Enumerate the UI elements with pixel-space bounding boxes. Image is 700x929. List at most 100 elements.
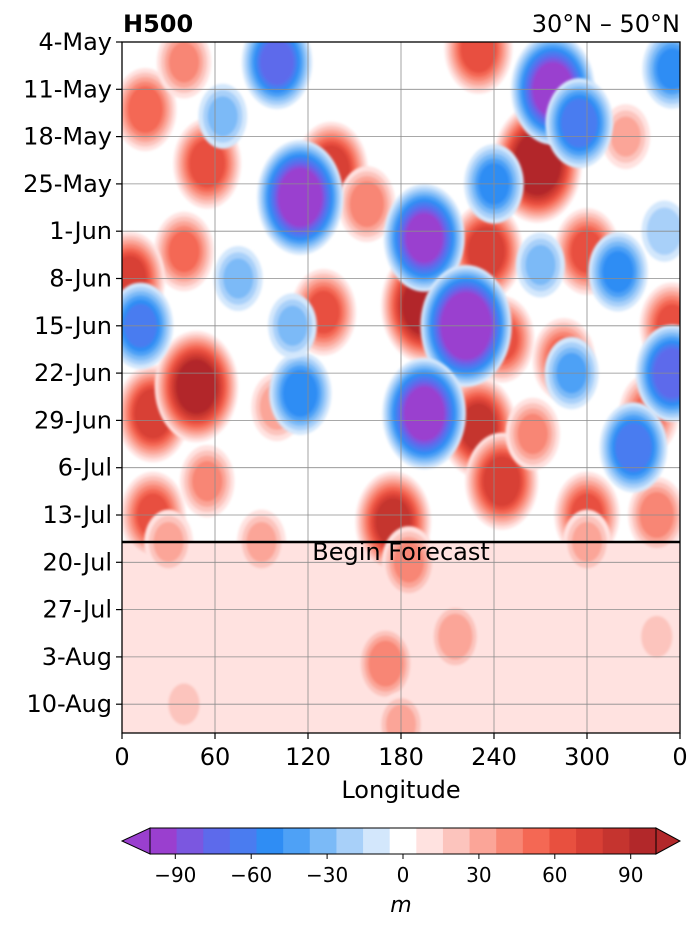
colorbar-segment (203, 828, 231, 854)
x-tick-label: 120 (285, 743, 331, 771)
y-tick-label: 18-May (23, 123, 112, 151)
contour-level (282, 369, 318, 418)
y-tick-label: 15-Jun (34, 312, 112, 340)
chart-title-left: H500 (123, 10, 193, 38)
anomaly-feature (383, 184, 465, 292)
contour-level (438, 613, 473, 660)
anomaly-feature (257, 140, 344, 255)
contour-level (349, 181, 385, 228)
contour-level (615, 423, 652, 472)
colorbar-unit-label: m (390, 893, 411, 918)
colorbar-tick-label: 90 (618, 863, 643, 887)
x-axis-label: Longitude (341, 776, 460, 804)
contour-level (259, 42, 295, 86)
y-tick-label: 11-May (23, 75, 112, 103)
contour-level (460, 42, 497, 74)
y-tick-label: 22-Jun (34, 359, 112, 387)
colorbar-tick-label: 0 (397, 863, 410, 887)
contour-level (525, 244, 556, 286)
begin-forecast-label: Begin Forecast (312, 538, 490, 566)
y-tick-label: 25-May (23, 170, 112, 198)
contour-level (168, 42, 200, 83)
anomaly-feature (122, 68, 177, 152)
contour-level (656, 48, 680, 91)
anomaly-feature (357, 625, 414, 702)
anomaly-feature (154, 211, 214, 292)
colorbar-segment (176, 828, 204, 854)
colorbar-segment (363, 828, 391, 854)
anomaly-feature (338, 166, 396, 243)
anomaly-feature (635, 608, 679, 666)
anomaly-feature (269, 351, 332, 435)
y-axis-ticks: 4-May 11-May 18-May 25-May 1-Jun 8-Jun 15-Jun 2… (23, 28, 122, 718)
anomaly-feature (382, 358, 466, 470)
contour-level (517, 413, 549, 455)
contour-level (602, 250, 634, 293)
chart-title-right: 30°N – 50°N (532, 10, 680, 38)
colorbar-segment (629, 828, 657, 854)
colorbar-segment (549, 828, 577, 854)
contour-level (188, 139, 226, 189)
contour-level (482, 455, 521, 507)
anomaly-feature (429, 602, 481, 671)
x-tick-label: 0 (114, 743, 129, 771)
grid-lines (122, 42, 680, 733)
y-tick-label: 27-Jul (43, 596, 113, 624)
y-tick-label: 8-Jun (49, 265, 112, 293)
contour-level (368, 640, 403, 687)
y-tick-label: 20-Jul (43, 548, 113, 576)
colorbar-segment (416, 828, 444, 854)
colorbar-tick-label: 60 (542, 863, 567, 887)
x-tick-label: 300 (564, 743, 610, 771)
anomaly-feature (465, 432, 539, 530)
contour-level (467, 226, 506, 277)
anomaly-feature (156, 42, 212, 99)
colorbar: −90 −60 −30 0 30 60 90 (120, 827, 682, 887)
contour-level (560, 98, 598, 148)
colorbar-segment (576, 828, 604, 854)
colorbar-segment (522, 828, 550, 854)
y-tick-label: 4-May (38, 28, 112, 56)
contour-level (513, 131, 562, 196)
colorbar-segment (229, 828, 258, 854)
contour-level (278, 167, 323, 228)
y-tick-label: 29-Jun (34, 406, 112, 434)
colorbar-tick-label: 30 (466, 863, 491, 887)
x-axis-ticks: 0 60 120 180 240 300 0 (114, 733, 688, 771)
anomaly-feature (505, 397, 560, 470)
contour-level (641, 615, 673, 658)
colorbar-tick-label: −60 (230, 863, 272, 887)
contour-level (405, 212, 443, 263)
colorbar-tick-label: −90 (154, 863, 196, 887)
anomaly-feature (599, 402, 668, 493)
colorbar-segment (283, 828, 311, 854)
x-tick-label: 240 (471, 743, 517, 771)
colorbar-segment (389, 828, 417, 854)
colorbar-segment (469, 828, 497, 854)
y-tick-label: 10-Aug (26, 690, 112, 718)
anomaly-feature (588, 232, 648, 312)
contour-level (127, 85, 163, 134)
y-tick-label: 6-Jul (58, 454, 112, 482)
colorbar-segment (442, 828, 471, 854)
colorbar-segment (309, 828, 337, 854)
y-tick-label: 3-Aug (42, 643, 112, 671)
colorbar-segment (150, 828, 178, 854)
contour-level (168, 230, 200, 273)
colorbar-segment (256, 828, 284, 854)
anomaly-feature (642, 42, 680, 109)
contour-level (403, 386, 445, 441)
y-tick-label: 1-Jun (49, 217, 112, 245)
x-tick-label: 60 (200, 743, 231, 771)
y-tick-label: 13-Jul (43, 501, 113, 529)
colorbar-segment (602, 828, 630, 854)
anomaly-feature (444, 42, 513, 94)
anomaly-feature (198, 83, 248, 149)
colorbar-segment (336, 828, 364, 854)
x-tick-label: 180 (378, 743, 424, 771)
x-tick-label: 0 (672, 743, 687, 771)
colorbar-segment (496, 828, 524, 854)
colorbar-tick-label: −30 (306, 863, 348, 887)
anomaly-feature (545, 78, 613, 169)
